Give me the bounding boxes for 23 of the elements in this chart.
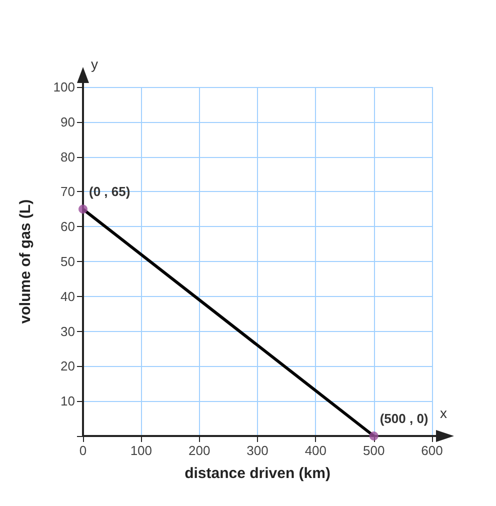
y-tick-label: 80 bbox=[60, 149, 75, 164]
y-tick-label: 90 bbox=[60, 114, 75, 130]
y-tick-label: 10 bbox=[60, 394, 75, 409]
y-tick-label: 20 bbox=[60, 358, 75, 374]
y-tick-label: 60 bbox=[60, 219, 75, 234]
y-tick-label: 40 bbox=[60, 288, 75, 304]
x-tick-label: 300 bbox=[246, 443, 268, 458]
x-tick-label: 100 bbox=[130, 443, 152, 458]
text: x bbox=[440, 405, 447, 421]
y-tick-label: 50 bbox=[60, 254, 75, 269]
annotation: (0 , 65) bbox=[89, 184, 130, 200]
x-tick-label: 400 bbox=[304, 443, 327, 458]
x-axis-title: distance driven (km) bbox=[184, 465, 330, 482]
x-tick-label: 200 bbox=[188, 443, 210, 458]
annotation: (500 , 0) bbox=[380, 411, 428, 426]
x-tick-label: 500 bbox=[362, 443, 385, 458]
x-tick-label: 0 bbox=[79, 443, 87, 458]
y-axis-title: volume of gas (L) bbox=[17, 199, 34, 324]
y-tick-label: 30 bbox=[60, 324, 75, 339]
y-tick-label: 70 bbox=[60, 184, 75, 200]
y-tick-label: 100 bbox=[53, 80, 75, 94]
x-tick-label: 600 bbox=[421, 443, 443, 458]
text: y bbox=[91, 56, 98, 72]
